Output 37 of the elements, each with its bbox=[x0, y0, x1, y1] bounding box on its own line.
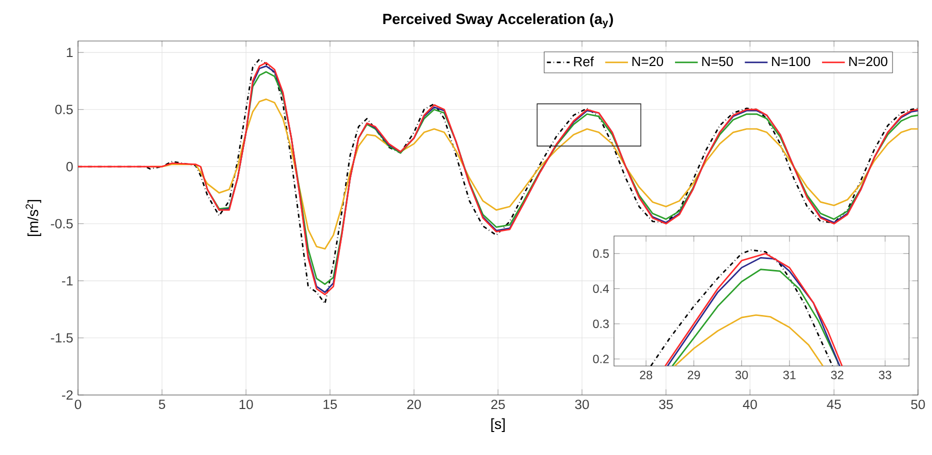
x-tick-label: 30 bbox=[575, 400, 589, 410]
legend-label: N=100 bbox=[772, 56, 810, 66]
y-tick-label: -0.5 bbox=[50, 218, 73, 228]
x-tick-label: 28 bbox=[640, 370, 652, 380]
y-tick-label: 1 bbox=[66, 48, 73, 58]
legend-label: N=50 bbox=[702, 56, 733, 66]
legend-label: N=200 bbox=[849, 56, 888, 66]
y-tick-label: 0.5 bbox=[55, 104, 73, 114]
x-tick-label: 15 bbox=[324, 400, 337, 410]
chart-title: Perceived Sway Acceleration (a$_{y}$) bbox=[383, 13, 613, 28]
x-tick-label: 45 bbox=[826, 400, 841, 410]
legend-label: N=20 bbox=[632, 56, 664, 66]
y-tick-label: 0.3 bbox=[593, 320, 609, 328]
x-axis-title: [s] bbox=[491, 418, 505, 432]
y-tick-label: 0.2 bbox=[593, 354, 609, 364]
x-tick-label: 31 bbox=[783, 370, 796, 380]
legend-label: Ref bbox=[574, 56, 594, 66]
x-tick-label: 0 bbox=[74, 400, 82, 410]
x-tick-label: 30 bbox=[735, 370, 748, 380]
x-tick-label: 33 bbox=[878, 370, 892, 380]
x-tick-label: 50 bbox=[911, 400, 925, 410]
x-tick-label: 29 bbox=[688, 370, 700, 380]
x-tick-label: 35 bbox=[659, 400, 673, 410]
x-tick-label: 20 bbox=[407, 400, 421, 410]
x-tick-label: 32 bbox=[831, 370, 844, 380]
y-tick-label: 0.5 bbox=[593, 249, 609, 258]
x-tick-label: 25 bbox=[491, 400, 505, 410]
y-tick-label: 0.4 bbox=[593, 284, 609, 293]
y-tick-label: -1 bbox=[62, 276, 73, 286]
line-series bbox=[674, 314, 824, 366]
y-tick-label: -1.5 bbox=[50, 333, 73, 343]
x-tick-label: 5 bbox=[158, 400, 166, 410]
y-tick-label: 0 bbox=[66, 162, 73, 172]
x-tick-label: 10 bbox=[240, 400, 253, 410]
x-tick-label: 40 bbox=[742, 400, 757, 410]
y-axis-title: [m/s$^{2}$] bbox=[26, 200, 42, 236]
y-tick-label: -2 bbox=[62, 390, 73, 400]
